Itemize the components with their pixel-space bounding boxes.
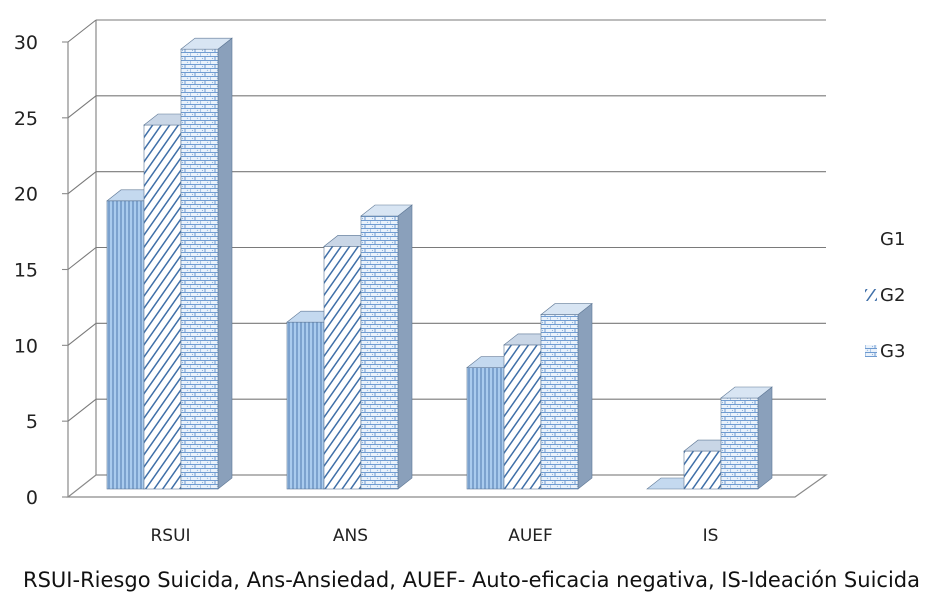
legend: G1 G2 G3 (865, 229, 905, 362)
bar-g3-is (720, 386, 773, 490)
x-category-label: ANS (333, 526, 368, 546)
chart-floor (66, 474, 828, 498)
x-axis-categories: RSUI ANS AUEF IS (150, 526, 718, 546)
legend-label: G2 (880, 285, 905, 306)
legend-item-g1: G1 (880, 229, 905, 250)
legend-swatch (865, 289, 877, 301)
legend-label: G3 (880, 341, 905, 362)
legend-swatch (865, 345, 877, 357)
y-tick-label: 0 (26, 487, 38, 509)
gridline-diagonal (67, 247, 97, 270)
gridline-diagonal (67, 398, 97, 422)
gridline-diagonal (67, 171, 97, 195)
y-tick-label: 20 (14, 184, 38, 206)
legend-item-g2: G2 (865, 285, 905, 306)
x-category-label: AUEF (508, 526, 553, 546)
bar-g3-rsui (180, 37, 233, 490)
gridline-diagonal (67, 95, 97, 119)
gridline-diagonal (67, 19, 97, 43)
y-axis-ticks: 0 5 10 15 20 25 30 (14, 32, 68, 509)
bar-g3-ans (360, 204, 413, 490)
gridline-diagonal (67, 322, 97, 346)
x-category-label: IS (703, 526, 719, 546)
figure-caption: RSUI-Riesgo Suicida, Ans-Ansiedad, AUEF-… (23, 568, 920, 592)
bar-chart: 0 5 10 15 20 25 30 RSUI ANS AUEF IS G1 G2 G3 (14, 19, 905, 546)
legend-item-g3: G3 (865, 341, 905, 362)
y-tick-label: 15 (14, 260, 38, 282)
x-category-label: RSUI (150, 526, 190, 546)
bar-g3-auef (540, 302, 593, 490)
y-tick-label: 25 (14, 108, 38, 130)
y-tick-label: 5 (26, 411, 38, 433)
y-tick-label: 30 (14, 32, 38, 54)
y-tick-label: 10 (14, 335, 38, 357)
legend-label: G1 (880, 229, 905, 250)
bars (106, 37, 773, 490)
